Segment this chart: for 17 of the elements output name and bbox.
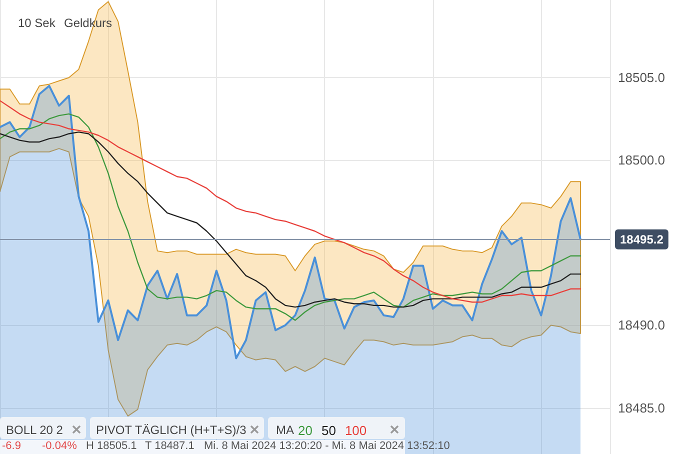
annotation: -6.9 [2, 440, 21, 452]
ref-line-label: 18495.2 [620, 232, 664, 246]
y-tick-label: 18485.0 [618, 400, 665, 416]
text: 100 [344, 423, 367, 438]
annotation: Mi. 8 Mai 2024 13:20:20 - Mi. 8 Mai 2024 13:52:10 [204, 440, 450, 452]
text: 20 [298, 423, 312, 438]
text: 50 [321, 423, 336, 438]
annotation: -0.04% [42, 440, 77, 452]
annotation: 10 Sek [18, 16, 56, 30]
y-tick-label: 18500.0 [618, 152, 665, 168]
annotation: T 18487.1 [145, 440, 194, 452]
annotation: MA [276, 423, 294, 437]
annotation: BOLL 20 2 [6, 423, 63, 437]
annotation: H 18505.1 [86, 440, 137, 452]
y-tick-label: 18505.0 [618, 70, 665, 86]
y-tick-label: 18490.0 [618, 318, 665, 333]
annotation: PIVOT TÄGLICH (H+T+S)/3 [96, 423, 246, 437]
